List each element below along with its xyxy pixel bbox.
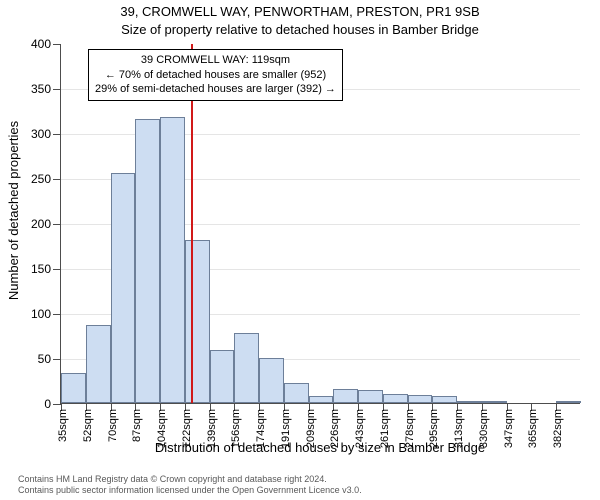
histogram-bar	[86, 325, 111, 403]
y-tick-label: 300	[31, 127, 51, 141]
histogram-bar	[482, 401, 507, 403]
histogram-bar	[333, 389, 358, 403]
y-tick	[53, 269, 61, 270]
y-axis-label: Number of detached properties	[6, 0, 22, 420]
histogram-bar	[61, 373, 86, 403]
histogram-bar	[432, 396, 457, 403]
chart-subtitle: Size of property relative to detached ho…	[0, 22, 600, 37]
chart-title-address: 39, CROMWELL WAY, PENWORTHAM, PRESTON, P…	[0, 4, 600, 19]
histogram-bar	[135, 119, 160, 403]
histogram-bar	[556, 401, 581, 403]
footer-line-1: Contains HM Land Registry data © Crown c…	[18, 474, 590, 485]
chart-footer: Contains HM Land Registry data © Crown c…	[18, 474, 590, 497]
y-tick-label: 200	[31, 217, 51, 231]
y-tick	[53, 224, 61, 225]
histogram-bar	[185, 240, 210, 403]
y-tick	[53, 314, 61, 315]
histogram-bar	[457, 401, 482, 403]
y-tick-label: 50	[38, 352, 51, 366]
y-tick	[53, 89, 61, 90]
histogram-bar	[111, 173, 136, 403]
info-box-line: 29% of semi-detached houses are larger (…	[95, 82, 336, 97]
info-box-line: 39 CROMWELL WAY: 119sqm	[95, 53, 336, 68]
histogram-bar	[408, 395, 433, 403]
histogram-bar	[234, 333, 259, 403]
y-axis-label-text: Number of detached properties	[7, 120, 22, 299]
y-tick-label: 400	[31, 37, 51, 51]
x-tick-label: 87sqm	[131, 409, 143, 442]
histogram-plot: 05010015020025030035040035sqm52sqm70sqm8…	[60, 44, 580, 404]
x-axis-label: Distribution of detached houses by size …	[60, 440, 580, 455]
x-tick-label: 70sqm	[107, 409, 119, 442]
histogram-bar	[309, 396, 334, 403]
x-tick-label: 35sqm	[57, 409, 69, 442]
x-tick-label: 52sqm	[82, 409, 94, 442]
y-tick	[53, 404, 61, 405]
histogram-bar	[383, 394, 408, 403]
info-box: 39 CROMWELL WAY: 119sqm← 70% of detached…	[88, 49, 343, 102]
y-tick	[53, 134, 61, 135]
footer-line-2: Contains public sector information licen…	[18, 485, 590, 496]
y-tick-label: 250	[31, 172, 51, 186]
y-tick-label: 350	[31, 82, 51, 96]
y-tick-label: 100	[31, 307, 51, 321]
histogram-bar	[284, 383, 309, 403]
histogram-bar	[210, 350, 235, 403]
y-tick-label: 0	[44, 397, 51, 411]
info-box-line: ← 70% of detached houses are smaller (95…	[95, 68, 336, 83]
histogram-bar	[160, 117, 185, 403]
histogram-bar	[358, 390, 383, 403]
y-tick	[53, 359, 61, 360]
y-tick	[53, 179, 61, 180]
histogram-bar	[259, 358, 284, 403]
y-tick	[53, 44, 61, 45]
y-tick-label: 150	[31, 262, 51, 276]
